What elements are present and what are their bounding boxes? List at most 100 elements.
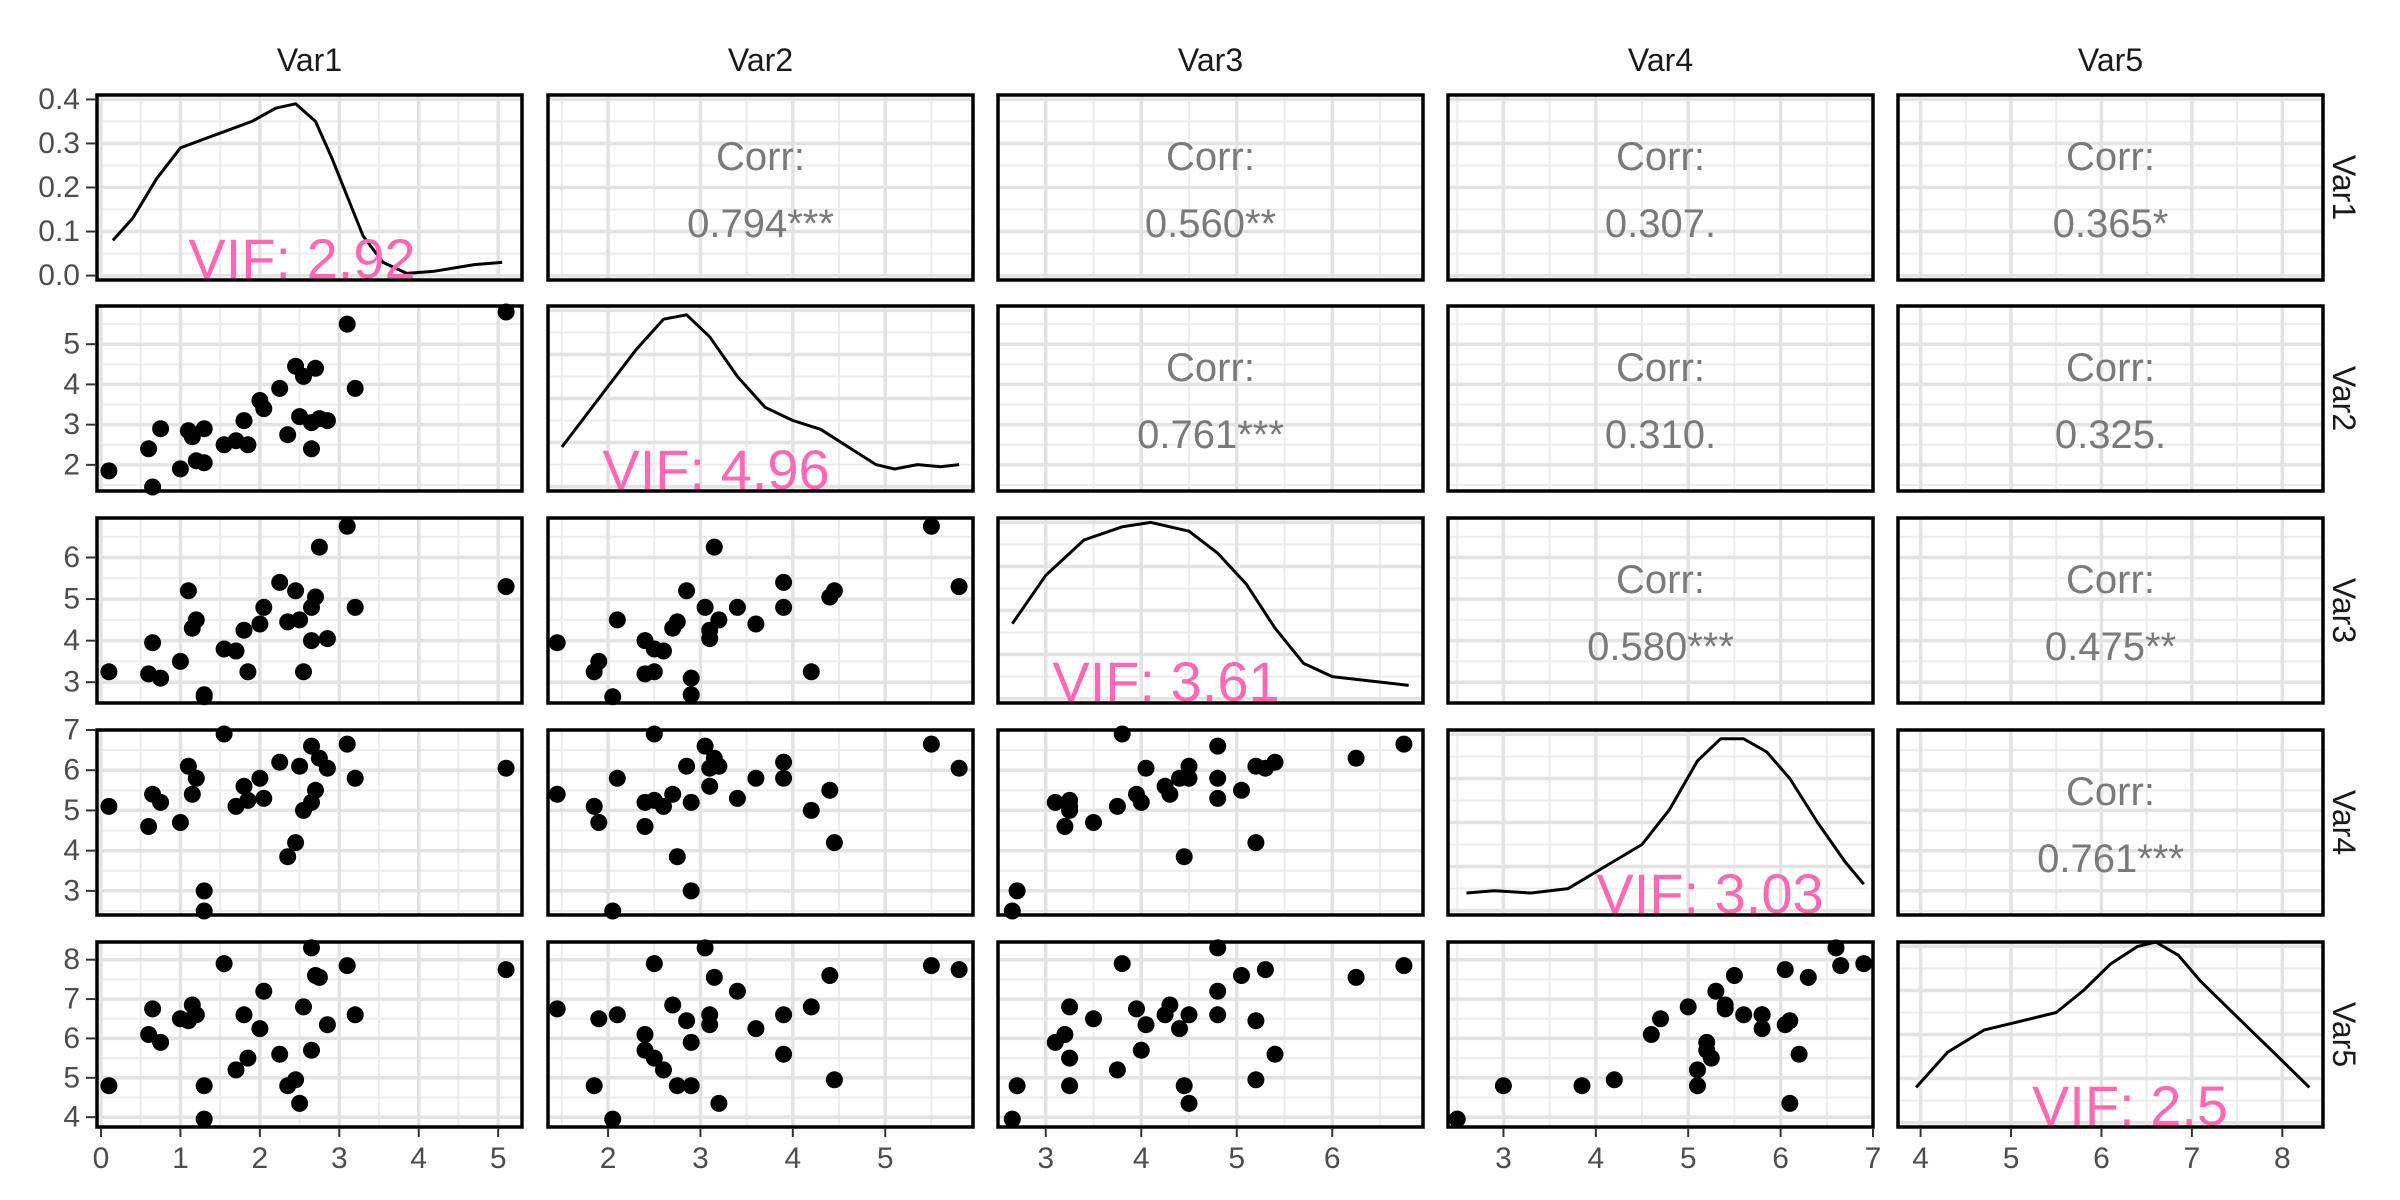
scatter-point xyxy=(195,1077,213,1095)
scatter-point xyxy=(701,630,719,648)
scatter-point xyxy=(664,996,682,1014)
scatter-point xyxy=(100,1077,118,1095)
scatter-point xyxy=(144,1000,162,1018)
y-tick-label: 5 xyxy=(63,583,80,616)
x-tick-label: 3 xyxy=(692,1142,709,1175)
corr-title: Corr: xyxy=(1616,135,1705,179)
scatter-point xyxy=(1247,834,1265,852)
panel-2-3: Corr: 0.761*** xyxy=(996,304,1425,493)
scatter-point xyxy=(152,1033,170,1051)
scatter-point xyxy=(338,517,356,535)
y-tick-label: 7 xyxy=(63,714,80,747)
scatter-point xyxy=(825,1071,843,1089)
scatter-point xyxy=(318,759,336,777)
scatter-point xyxy=(239,663,257,681)
corr-title: Corr: xyxy=(1166,135,1255,179)
density-curve xyxy=(1011,520,1409,687)
scatter-point xyxy=(1799,968,1817,986)
scatter-point xyxy=(287,1071,305,1089)
scatter-point xyxy=(187,769,205,787)
panel-border xyxy=(95,728,524,917)
scatter-point xyxy=(1642,1026,1660,1043)
scatter-point xyxy=(279,848,297,866)
scatter-point xyxy=(1209,1006,1227,1024)
x-tick-label: 5 xyxy=(2003,1142,2020,1175)
scatter-point xyxy=(668,1077,686,1095)
panel-5-3 xyxy=(996,939,1425,1129)
scatter-point xyxy=(318,630,336,648)
scatter-point xyxy=(1108,1061,1126,1079)
scatter-point xyxy=(1137,1016,1155,1034)
panel-border xyxy=(546,940,975,1129)
scatter-point xyxy=(604,1110,622,1128)
scatter-point xyxy=(171,460,189,478)
scatter-point xyxy=(195,1110,213,1128)
panel-5-4 xyxy=(1446,939,1875,1129)
panel-border xyxy=(1896,304,2325,493)
scatter-point xyxy=(346,598,364,616)
scatter-point xyxy=(227,642,245,660)
column-strip-label: Var1 xyxy=(277,42,342,78)
scatter-point xyxy=(287,582,305,600)
y-tick-label: 0.4 xyxy=(38,83,80,116)
scatter-point xyxy=(1753,1006,1771,1024)
scatter-point xyxy=(701,777,719,795)
panel-3-3: VIF: 3.61 xyxy=(996,516,1425,713)
corr-value: 0.325. xyxy=(2055,413,2166,457)
scatter-point xyxy=(747,1020,765,1038)
scatter-point xyxy=(802,998,820,1016)
panel-4-5: Corr: 0.761*** xyxy=(1896,728,2325,917)
y-tick-label: 3 xyxy=(63,874,80,907)
corr-value: 0.365* xyxy=(2053,202,2169,246)
x-tick-label: 6 xyxy=(1324,1142,1341,1175)
scatter-point xyxy=(585,797,603,815)
scatter-point xyxy=(497,578,515,596)
corr-title: Corr: xyxy=(1166,346,1255,390)
scatter-point xyxy=(1347,968,1365,986)
corr-title: Corr: xyxy=(2066,135,2155,179)
scatter-point xyxy=(255,789,273,807)
panel-border xyxy=(1446,93,1875,282)
panel-border xyxy=(95,93,524,282)
scatter-point xyxy=(239,436,257,454)
scatter-point xyxy=(1209,982,1227,1000)
scatter-point xyxy=(100,797,118,815)
scatter-point xyxy=(696,737,714,755)
scatter-point xyxy=(195,420,213,438)
scatter-point xyxy=(775,769,793,787)
scatter-point xyxy=(1003,902,1021,920)
panel-1-1: VIF: 2.92 xyxy=(95,93,524,290)
scatter-point xyxy=(279,426,297,444)
panel-border xyxy=(996,516,1425,705)
density-curve xyxy=(1914,940,2311,1089)
scatter-point xyxy=(239,1049,257,1067)
panel-1-3: Corr: 0.560** xyxy=(996,93,1425,282)
scatter-point xyxy=(1171,769,1188,787)
x-tick-label: 4 xyxy=(784,1142,801,1175)
scatter-point xyxy=(701,759,719,777)
scatter-point xyxy=(239,791,257,809)
y-tick-label: 4 xyxy=(63,368,80,401)
scatter-point xyxy=(1113,725,1131,743)
x-tick-label: 4 xyxy=(410,1142,427,1175)
scatter-point xyxy=(775,1045,793,1063)
scatter-point xyxy=(195,454,213,472)
scatter-point xyxy=(821,588,839,606)
scatter-point xyxy=(338,735,356,753)
panel-border xyxy=(1896,516,2325,705)
density-curve xyxy=(111,102,503,275)
scatter-point xyxy=(1175,1077,1193,1095)
scatter-point xyxy=(338,957,356,975)
y-tick-label: 6 xyxy=(63,754,80,787)
scatter-point xyxy=(710,611,728,629)
panel-1-2: Corr: 0.794*** xyxy=(546,93,975,282)
panel-4-1 xyxy=(95,725,524,920)
corr-value: 0.794*** xyxy=(687,202,834,246)
panel-2-5: Corr: 0.325. xyxy=(1896,304,2325,493)
scatter-point xyxy=(678,757,696,775)
panel-border xyxy=(95,304,524,493)
scatter-point xyxy=(775,573,793,591)
x-tick-label: 3 xyxy=(1495,1142,1512,1175)
scatter-point xyxy=(1247,1012,1265,1030)
scatter-point xyxy=(1061,1077,1079,1095)
